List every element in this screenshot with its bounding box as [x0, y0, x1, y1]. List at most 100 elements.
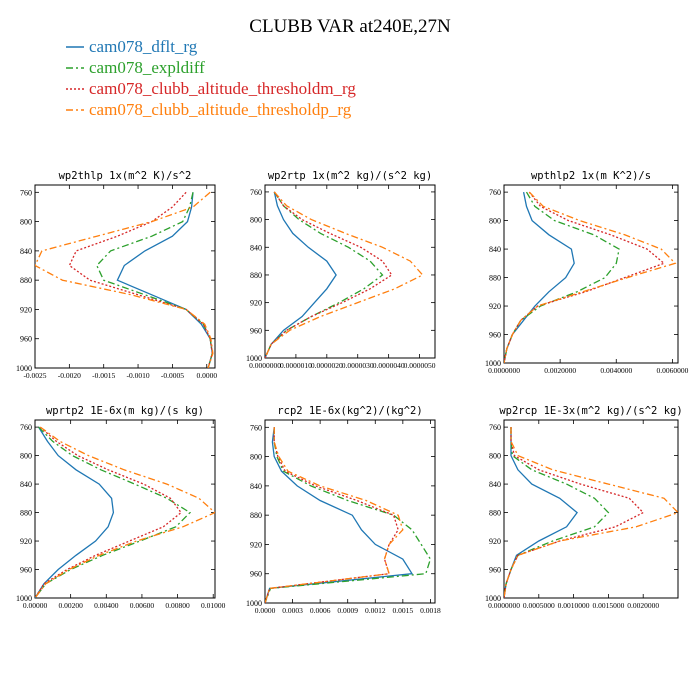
y-tick-label: 960	[250, 570, 262, 579]
x-tick-label: 0.0010000	[558, 601, 590, 610]
x-tick-label: 0.0040000	[600, 366, 632, 375]
y-tick-label: 800	[20, 452, 32, 461]
plot-frame	[34, 419, 216, 599]
series-line	[265, 191, 384, 358]
legend-label: cam078_expldiff	[89, 58, 205, 77]
y-tick-label: 1000	[485, 594, 501, 603]
legend-label: cam078_dflt_rg	[89, 37, 198, 56]
y-tick-label: 760	[250, 423, 262, 432]
y-tick-label: 760	[489, 188, 501, 197]
plot-frame	[503, 419, 679, 599]
y-tick-label: 840	[250, 243, 262, 252]
y-tick-label: 840	[20, 480, 32, 489]
panel-title: wp2rtp 1x(m^2 kg)/(s^2 kg)	[268, 170, 432, 182]
x-tick-label: 0.00000	[23, 601, 48, 610]
x-tick-label: 0.0060000	[656, 366, 688, 375]
series-line	[68, 191, 213, 368]
y-tick-label: 1000	[485, 359, 501, 368]
plot-frame	[264, 419, 436, 604]
legend-item: cam078_expldiff	[66, 58, 205, 77]
y-tick-label: 760	[489, 423, 501, 432]
x-tick-label: 0.0012	[365, 606, 386, 615]
chart-panel: wp2thlp 1x(m^2 K)/s^2 760 800 840 880 920 960 1…	[16, 170, 217, 380]
series-line	[504, 191, 677, 363]
y-tick-label: 800	[489, 217, 501, 226]
y-tick-label: 1000	[16, 594, 32, 603]
y-tick-label: 840	[489, 245, 501, 254]
panel-title: wp2thlp 1x(m^2 K)/s^2	[59, 170, 192, 182]
y-tick-label: 1000	[246, 354, 262, 363]
y-tick-label: 880	[250, 271, 262, 280]
series-line	[504, 191, 666, 363]
plot-frame	[264, 184, 436, 359]
y-tick-label: 960	[20, 335, 32, 344]
x-tick-label: -0.0010	[126, 371, 149, 380]
x-tick-label: 0.0000	[255, 606, 276, 615]
y-tick-label: 960	[489, 566, 501, 575]
y-tick-label: 880	[489, 509, 501, 518]
y-tick-label: 1000	[16, 364, 32, 373]
series-line	[504, 427, 578, 598]
x-tick-label: 0.0000040	[373, 361, 405, 370]
chart-panel: wpthlp2 1x(m K^2)/s 760 800 840 880 920 960 100…	[485, 170, 689, 375]
y-tick-label: 840	[489, 480, 501, 489]
series-line	[116, 192, 213, 368]
y-tick-label: 960	[250, 326, 262, 335]
x-tick-label: 0.0005000	[523, 601, 555, 610]
y-tick-label: 880	[489, 274, 501, 283]
y-tick-label: 1000	[246, 599, 262, 608]
y-tick-label: 800	[20, 218, 32, 227]
panel-title: wp2rcp 1E-3x(m^2 kg)/(s^2 kg)	[499, 405, 682, 417]
x-tick-label: 0.0000	[196, 371, 217, 380]
y-tick-label: 920	[250, 299, 262, 308]
x-tick-label: 0.00600	[130, 601, 155, 610]
series-line	[265, 191, 337, 358]
y-tick-label: 800	[250, 216, 262, 225]
panels: wp2thlp 1x(m^2 K)/s^2 760 800 840 880 920 960 1…	[16, 170, 689, 615]
series-line	[96, 192, 213, 368]
y-tick-label: 920	[20, 305, 32, 314]
series-line	[35, 426, 192, 598]
x-tick-label: 0.0000010	[280, 361, 312, 370]
series-line	[265, 191, 393, 358]
x-tick-label: -0.0020	[58, 371, 81, 380]
plot-frame	[503, 184, 679, 364]
y-tick-label: 880	[250, 511, 262, 520]
series-line	[35, 191, 214, 368]
x-tick-label: 0.0003	[282, 606, 303, 615]
x-tick-label: -0.0025	[23, 371, 46, 380]
y-tick-label: 920	[489, 302, 501, 311]
x-tick-label: 0.0015	[393, 606, 414, 615]
y-tick-label: 760	[20, 188, 32, 197]
x-tick-label: 0.00800	[165, 601, 190, 610]
x-tick-label: 0.0000000	[488, 366, 520, 375]
x-tick-label: 0.00400	[94, 601, 119, 610]
x-tick-label: 0.0009	[337, 606, 358, 615]
y-tick-label: 960	[20, 566, 32, 575]
chart-panel: rcp2 1E-6x(kg^2)/(kg^2) 760 800 840 880 920 96…	[246, 405, 441, 615]
y-tick-label: 800	[250, 453, 262, 462]
legend-label: cam078_clubb_altitude_thresholdm_rg	[89, 79, 356, 98]
series-line	[504, 191, 620, 363]
y-tick-label: 920	[250, 540, 262, 549]
x-tick-label: 0.0000050	[404, 361, 436, 370]
y-tick-label: 760	[20, 423, 32, 432]
panel-title: wprtp2 1E-6x(m kg)/(s kg)	[46, 405, 204, 417]
x-tick-label: -0.0015	[92, 371, 115, 380]
series-line	[35, 426, 182, 598]
y-tick-label: 760	[250, 188, 262, 197]
series-line	[504, 191, 575, 363]
panel-title: rcp2 1E-6x(kg^2)/(kg^2)	[277, 405, 422, 417]
x-tick-label: 0.0000000	[488, 601, 520, 610]
panel-title: wpthlp2 1x(m K^2)/s	[531, 170, 651, 182]
series-line	[504, 427, 678, 598]
y-tick-label: 840	[20, 247, 32, 256]
series-line	[265, 427, 404, 603]
x-tick-label: 0.0018	[420, 606, 441, 615]
y-tick-label: 800	[489, 452, 501, 461]
x-tick-label: 0.0000020	[311, 361, 343, 370]
x-tick-label: -0.0005	[161, 371, 184, 380]
y-tick-label: 880	[20, 509, 32, 518]
series-line	[265, 427, 432, 603]
